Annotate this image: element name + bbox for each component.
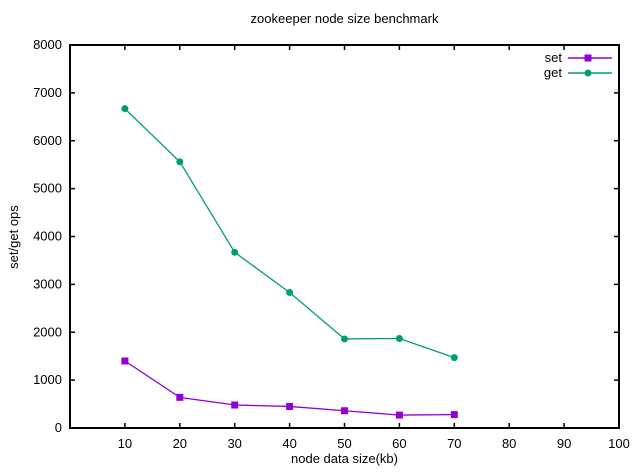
y-tick-label: 2000: [33, 324, 62, 339]
x-tick-label: 80: [502, 436, 516, 451]
y-tick-label: 0: [55, 420, 62, 435]
x-tick-label: 10: [118, 436, 132, 451]
plot-border: [69, 44, 620, 429]
legend-sample-set: [568, 54, 612, 61]
data-point-set: [231, 401, 239, 409]
data-point-get: [121, 105, 129, 113]
legend-entry-set: set: [544, 50, 612, 65]
legend-label-get: get: [543, 65, 562, 80]
data-point-set: [286, 402, 294, 410]
data-point-set: [395, 411, 403, 419]
x-tick-label: 90: [557, 436, 571, 451]
x-tick-label: 70: [447, 436, 461, 451]
y-tick-label: 3000: [33, 276, 62, 291]
data-point-set: [450, 411, 458, 419]
square-marker-icon: [584, 54, 592, 61]
y-tick-label: 7000: [33, 85, 62, 100]
data-point-get: [176, 158, 184, 166]
x-tick-label: 60: [392, 436, 406, 451]
series-line-get: [124, 108, 455, 359]
data-point-set: [341, 407, 348, 415]
data-point-get: [341, 335, 348, 343]
legend-sample-get: [568, 69, 612, 76]
x-tick-label: 40: [282, 436, 296, 451]
legend-label-set: set: [544, 50, 562, 65]
data-point-get: [395, 334, 403, 342]
legend: set get: [544, 50, 612, 80]
x-tick-label: 50: [337, 436, 351, 451]
circle-marker-icon: [584, 69, 592, 76]
chart-title: zookeeper node size benchmark: [250, 11, 439, 26]
x-axis-label: node data size(kb): [291, 451, 398, 466]
data-point-get: [231, 248, 239, 256]
x-tick-label: 20: [173, 436, 187, 451]
x-tick-label: 100: [608, 436, 630, 451]
data-point-get: [286, 289, 294, 297]
y-tick-label: 6000: [33, 133, 62, 148]
legend-entry-get: get: [544, 65, 612, 80]
data-point-set: [121, 357, 129, 365]
data-point-set: [176, 393, 184, 401]
y-tick-label: 5000: [33, 181, 62, 196]
y-tick-label: 4000: [33, 229, 62, 244]
y-tick-label: 1000: [33, 372, 62, 387]
data-point-get: [450, 354, 458, 362]
y-tick-label: 8000: [33, 37, 62, 52]
x-tick-label: 30: [227, 436, 241, 451]
